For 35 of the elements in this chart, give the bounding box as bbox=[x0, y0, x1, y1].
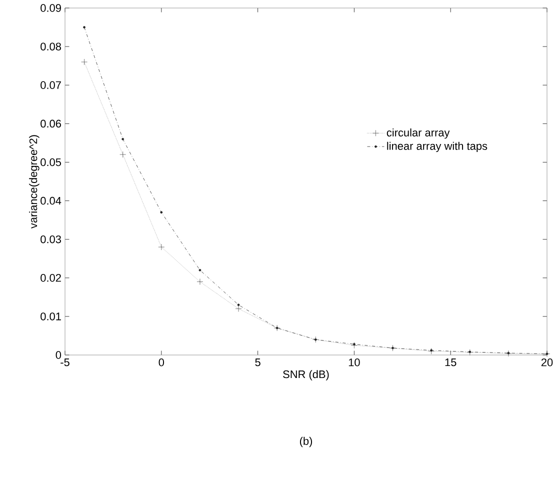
y-tick-label: 0 bbox=[56, 351, 62, 359]
point bbox=[122, 138, 124, 140]
point bbox=[428, 348, 435, 354]
y-tick-label: 0.09 bbox=[40, 4, 61, 12]
point bbox=[507, 352, 510, 354]
point bbox=[158, 244, 165, 250]
y-tick-label: 0.08 bbox=[40, 42, 61, 50]
x-tick-label: -5 bbox=[60, 358, 70, 366]
y-tick-label: 0.06 bbox=[40, 120, 61, 128]
point bbox=[198, 268, 202, 272]
y-tick-label: 0.04 bbox=[40, 196, 62, 205]
point bbox=[505, 350, 512, 357]
y-tick-label: 0.05 bbox=[40, 158, 62, 166]
point bbox=[430, 349, 433, 352]
text: (b) bbox=[300, 436, 312, 448]
point bbox=[196, 278, 204, 285]
y-tick-label: 0.07 bbox=[40, 81, 61, 89]
point bbox=[120, 151, 126, 158]
point bbox=[235, 306, 242, 312]
legend-label: linear array with taps bbox=[387, 142, 488, 152]
y-tick-label: 0.03 bbox=[40, 235, 61, 244]
x-tick-label: 15 bbox=[445, 358, 456, 366]
x-tick-label: 5 bbox=[255, 358, 260, 366]
point bbox=[237, 304, 240, 306]
y-tick-label: 0.02 bbox=[40, 274, 61, 282]
point bbox=[160, 211, 163, 214]
point bbox=[351, 342, 358, 349]
y-tick-label: 0.01 bbox=[40, 312, 61, 320]
y-axis-title: variance(degree^2) bbox=[29, 135, 40, 229]
x-axis-title: SNR (dB) bbox=[283, 370, 329, 380]
x-tick-label: 20 bbox=[541, 358, 553, 366]
x-tick-label: 10 bbox=[348, 358, 360, 366]
legend-label: circular array bbox=[386, 128, 450, 139]
point bbox=[81, 58, 88, 66]
x-tick-label: 0 bbox=[158, 358, 164, 366]
